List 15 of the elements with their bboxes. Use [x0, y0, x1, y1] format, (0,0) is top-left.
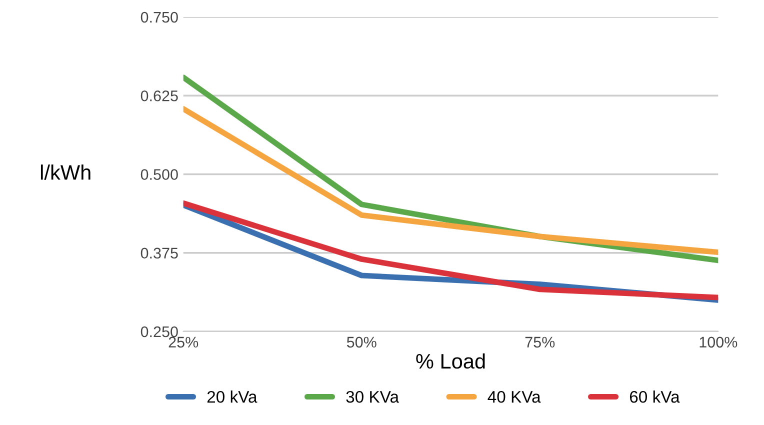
x-tick-label: 100% — [700, 336, 738, 348]
y-tick-label: 0.500 — [140, 169, 178, 180]
y-tick-label: 0.250 — [140, 326, 178, 338]
y-axis-title: l/kWh — [40, 164, 90, 180]
legend-label: 30 KVa — [346, 390, 400, 403]
x-tick-label: 50% — [346, 336, 376, 348]
legend-label: 60 kVa — [630, 390, 680, 403]
y-tick-label: 0.625 — [140, 90, 178, 102]
y-tick-label: 0.375 — [140, 248, 178, 259]
x-tick-label: 75% — [525, 336, 555, 348]
legend-label: 20 kVa — [207, 390, 258, 403]
x-axis-title: % Load — [416, 353, 485, 369]
x-tick-label: 25% — [168, 336, 198, 348]
legend-label: 40 KVa — [488, 390, 541, 403]
y-tick-label: 0.750 — [140, 12, 178, 23]
